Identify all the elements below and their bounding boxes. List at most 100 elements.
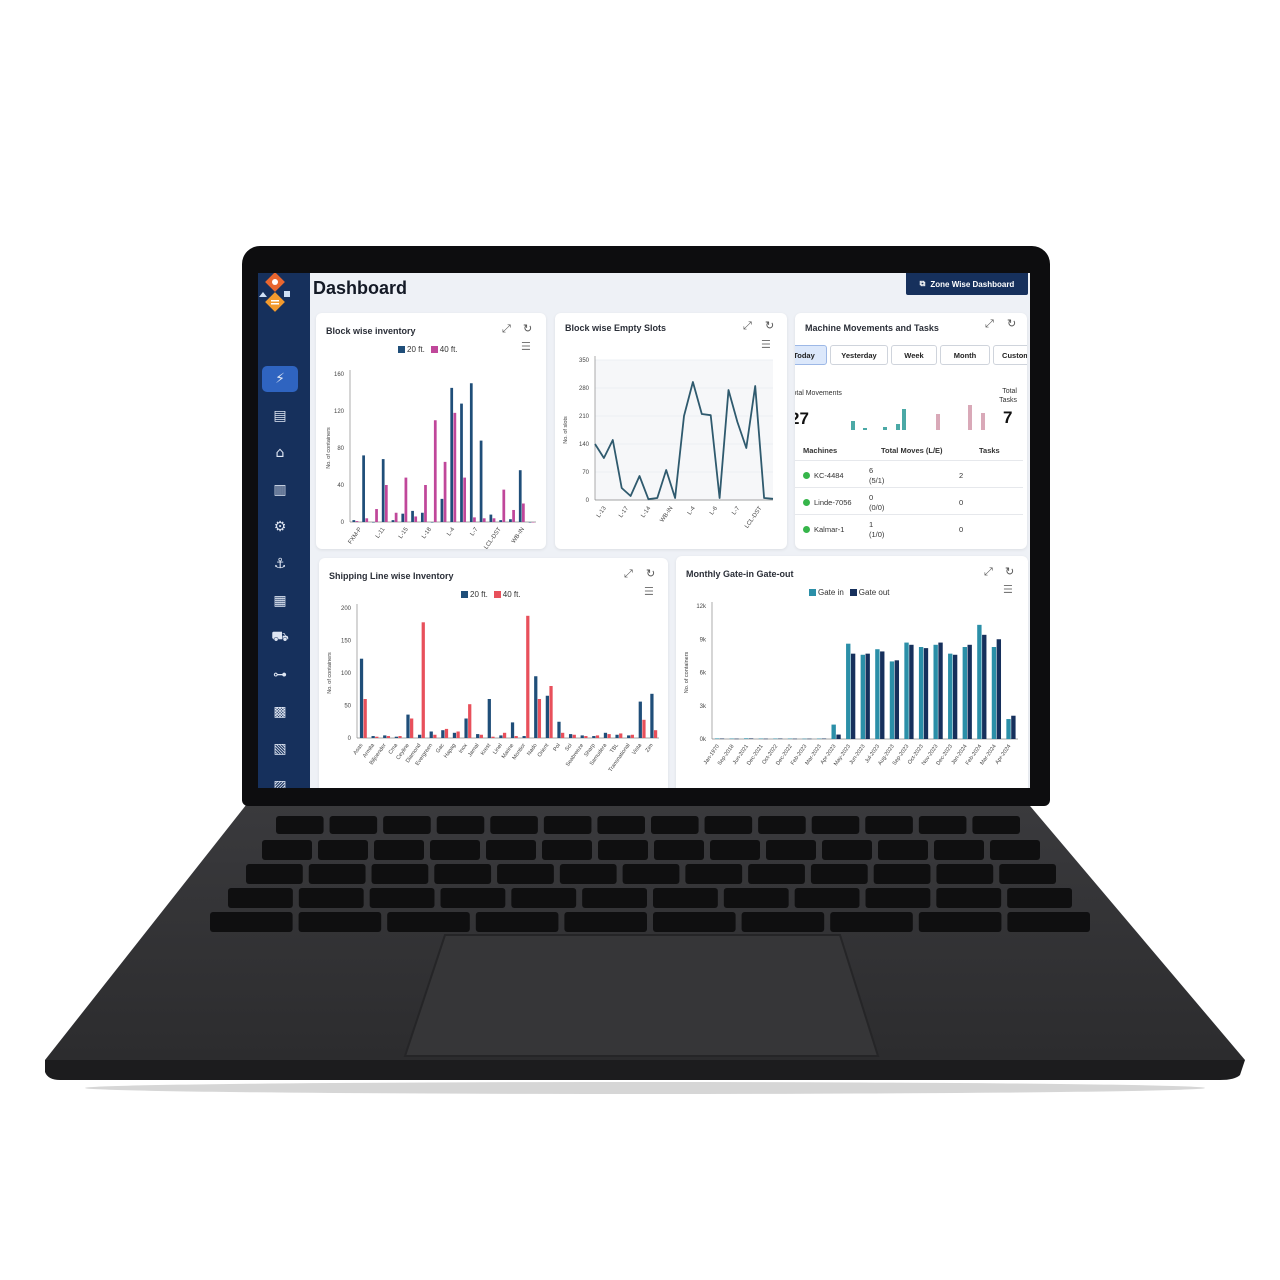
sidebar-document-icon[interactable]: ▨ bbox=[273, 778, 287, 788]
bar-gate-out bbox=[982, 634, 987, 739]
expand-icon[interactable]: ⤢ bbox=[743, 319, 752, 332]
refresh-icon[interactable]: ↻ bbox=[1005, 565, 1015, 578]
block-inventory-chart: 160 120 80 40 0 No. of containers FXM-P L-11 L-1… bbox=[326, 370, 536, 549]
table-row[interactable]: KC-4484 6 (5/1) 2 bbox=[795, 460, 1023, 487]
spark-bar bbox=[883, 427, 887, 430]
zone-wise-dashboard-button[interactable]: ⧉ Zone Wise Dashboard bbox=[906, 273, 1028, 295]
bar-40ft bbox=[537, 699, 542, 738]
bar-40ft bbox=[443, 461, 447, 522]
hamburger-menu-icon[interactable]: ☰ bbox=[521, 340, 531, 353]
sidebar-yard-icon[interactable]: ▩ bbox=[273, 704, 287, 720]
y-tick-label: 100 bbox=[341, 671, 352, 677]
y-tick-label: 200 bbox=[341, 606, 352, 612]
expand-icon[interactable]: ⤢ bbox=[985, 317, 994, 330]
y-tick-label: 40 bbox=[337, 483, 344, 489]
sidebar-report-icon[interactable]: ▧ bbox=[273, 741, 287, 757]
keyboard-key bbox=[210, 912, 293, 932]
status-dot bbox=[803, 472, 810, 479]
bar-40ft bbox=[514, 736, 518, 738]
bar-gate-out bbox=[938, 642, 943, 739]
bar-gate-out bbox=[836, 734, 841, 739]
refresh-icon[interactable]: ↻ bbox=[646, 567, 656, 580]
legend-gate-out[interactable]: Gate out bbox=[849, 588, 889, 597]
empty-slots-title: Block wise Empty Slots bbox=[565, 323, 667, 333]
refresh-icon[interactable]: ↻ bbox=[1007, 317, 1017, 330]
bar-40ft bbox=[463, 477, 467, 522]
bar-40ft bbox=[444, 728, 449, 738]
refresh-icon[interactable]: ↻ bbox=[765, 319, 775, 332]
keyboard-key bbox=[436, 816, 485, 834]
bar-40ft bbox=[642, 719, 646, 738]
bar-40ft bbox=[456, 731, 460, 738]
table-row[interactable]: Linde-7056 0 (0/0) 0 bbox=[795, 487, 1023, 514]
bar-40ft bbox=[492, 518, 496, 522]
bar-20ft bbox=[650, 693, 654, 738]
bar-40ft bbox=[619, 733, 623, 738]
hamburger-menu-icon[interactable]: ☰ bbox=[644, 585, 654, 598]
app-screen: ⚡ ▤ ⌂ ▥ ⚙ ⚓ ▦ ⛟ ⊶ ▩ ▧ ▨ Dashboard ⧉ Zone Wise Dashb… bbox=[258, 273, 1030, 788]
machine-moves: 0 bbox=[869, 493, 874, 502]
y-tick-label: 70 bbox=[582, 470, 589, 476]
sidebar-activity-icon[interactable]: ⚡ bbox=[262, 366, 298, 392]
bar-40ft bbox=[404, 477, 408, 522]
bar-40ft bbox=[482, 518, 486, 522]
hamburger-menu-icon[interactable]: ☰ bbox=[761, 338, 771, 351]
x-tick-label: LCL-DST bbox=[744, 505, 763, 529]
bar-40ft bbox=[630, 734, 634, 738]
sidebar-calendar-icon[interactable]: ▦ bbox=[273, 593, 287, 609]
bar-40ft bbox=[491, 736, 495, 738]
bar-20ft bbox=[383, 735, 387, 738]
keyboard-key bbox=[936, 864, 994, 884]
sidebar-warehouse-icon[interactable]: ⌂ bbox=[275, 445, 285, 461]
sidebar-crane-hook-icon[interactable]: ⚓ bbox=[273, 556, 287, 572]
tab-custom[interactable]: Custom bbox=[993, 345, 1027, 365]
legend-40ft[interactable]: 40 ft. bbox=[493, 590, 521, 599]
keyboard-key bbox=[228, 888, 293, 908]
bar-20ft bbox=[509, 519, 512, 522]
y-tick-label: 150 bbox=[341, 639, 352, 645]
bar-20ft bbox=[406, 714, 410, 738]
sidebar-clipboard-icon[interactable]: ▤ bbox=[273, 408, 287, 424]
table-row[interactable]: Kalmar-1 1 (1/0) 0 bbox=[795, 514, 1023, 541]
expand-icon[interactable]: ⤢ bbox=[984, 565, 993, 578]
keyboard-key bbox=[685, 864, 743, 884]
tab-month[interactable]: Month bbox=[940, 345, 990, 365]
bar-20ft bbox=[638, 701, 642, 738]
keyboard-key bbox=[430, 840, 480, 860]
bar-20ft bbox=[479, 440, 483, 522]
refresh-icon[interactable]: ↻ bbox=[523, 322, 533, 335]
expand-icon[interactable]: ⤢ bbox=[624, 567, 633, 580]
x-tick-label: Vista bbox=[631, 742, 643, 756]
machine-movements-card: Machine Movements and Tasks ⤢ ↻ Today Ye… bbox=[795, 313, 1027, 549]
legend-40ft[interactable]: 40 ft. bbox=[430, 345, 458, 354]
sidebar-container-icon[interactable]: ▥ bbox=[273, 482, 287, 498]
bar-20ft bbox=[499, 735, 503, 738]
tab-today[interactable]: Today bbox=[795, 345, 827, 365]
tab-yesterday[interactable]: Yesterday bbox=[830, 345, 888, 365]
keyboard-key bbox=[830, 912, 913, 932]
empty-slots-card: Block wise Empty Slots ⤢ ↻ ☰ 350 280 210 14… bbox=[555, 313, 787, 549]
spark-bar bbox=[981, 413, 985, 430]
sidebar-gate-icon[interactable]: ⊶ bbox=[273, 667, 287, 683]
keyboard-key bbox=[878, 840, 928, 860]
legend-20ft[interactable]: 20 ft. bbox=[398, 345, 425, 354]
bar-20ft bbox=[522, 736, 526, 738]
keyboard-key bbox=[440, 888, 506, 908]
keyboard-key bbox=[918, 912, 1002, 932]
bar-20ft bbox=[528, 522, 532, 523]
sidebar-truck-icon[interactable]: ⛟ bbox=[271, 629, 289, 645]
expand-icon[interactable]: ⤢ bbox=[502, 322, 511, 335]
sidebar-gear-icon[interactable]: ⚙ bbox=[273, 519, 287, 535]
x-tick-label: L-4 bbox=[446, 526, 456, 537]
y-tick-label: 50 bbox=[344, 704, 351, 710]
bar-40ft bbox=[595, 735, 600, 738]
hamburger-menu-icon[interactable]: ☰ bbox=[1003, 583, 1013, 596]
y-tick-label: 12k bbox=[696, 604, 707, 610]
total-tasks-value: 7 bbox=[1003, 408, 1013, 427]
tab-week[interactable]: Week bbox=[891, 345, 937, 365]
bar-40ft bbox=[549, 686, 553, 738]
legend-20ft[interactable]: 20 ft. bbox=[461, 590, 488, 599]
keyboard-key bbox=[564, 912, 647, 932]
legend-gate-in[interactable]: Gate in bbox=[809, 588, 844, 597]
